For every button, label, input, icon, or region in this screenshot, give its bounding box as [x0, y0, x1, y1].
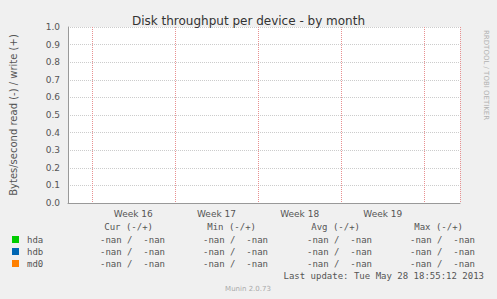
svg-text:1.0: 1.0 — [46, 22, 61, 32]
svg-text:0.6: 0.6 — [46, 92, 61, 102]
svg-text:Week 17: Week 17 — [197, 209, 236, 219]
svg-text:Week 16: Week 16 — [114, 209, 153, 219]
svg-text:0.1: 0.1 — [46, 180, 60, 190]
svg-text:0.8: 0.8 — [46, 57, 61, 67]
svg-text:-nan / -nan: -nan / -nan — [307, 235, 372, 245]
svg-text:-nan / -nan: -nan / -nan — [307, 247, 372, 257]
svg-text:-nan / -nan: -nan / -nan — [410, 247, 475, 257]
svg-text:0.9: 0.9 — [46, 40, 61, 50]
svg-text:-nan / -nan: -nan / -nan — [307, 259, 372, 269]
svg-text:0.5: 0.5 — [46, 110, 60, 120]
svg-text:hdb: hdb — [27, 247, 43, 257]
svg-text:-nan / -nan: -nan / -nan — [100, 235, 165, 245]
svg-text:-nan / -nan: -nan / -nan — [203, 259, 268, 269]
svg-text:Cur (-/+): Cur (-/+) — [104, 222, 153, 232]
svg-text:Munin 2.0.73: Munin 2.0.73 — [225, 285, 271, 293]
svg-text:RRDTOOL / TOBI OETIKER: RRDTOOL / TOBI OETIKER — [482, 30, 490, 120]
svg-text:-nan / -nan: -nan / -nan — [100, 259, 165, 269]
svg-text:-nan / -nan: -nan / -nan — [100, 247, 165, 257]
svg-text:Min (-/+): Min (-/+) — [207, 222, 256, 232]
svg-text:-nan / -nan: -nan / -nan — [203, 247, 268, 257]
svg-text:hda: hda — [27, 235, 43, 245]
svg-text:0.2: 0.2 — [46, 163, 60, 173]
svg-text:Last update: Tue May 28 18:55:: Last update: Tue May 28 18:55:12 2013 — [284, 271, 484, 281]
svg-text:0.4: 0.4 — [46, 128, 61, 138]
svg-text:Week 18: Week 18 — [280, 209, 319, 219]
svg-text:0.0: 0.0 — [46, 198, 61, 208]
svg-text:0.3: 0.3 — [46, 145, 60, 155]
svg-text:Avg (-/+): Avg (-/+) — [311, 222, 360, 232]
svg-text:md0: md0 — [27, 259, 43, 269]
svg-text:0.7: 0.7 — [46, 75, 60, 85]
svg-text:Disk throughput per device - b: Disk throughput per device - by month — [132, 14, 365, 28]
svg-text:Week 19: Week 19 — [363, 209, 402, 219]
svg-text:-nan / -nan: -nan / -nan — [410, 259, 475, 269]
svg-text:Max (-/+): Max (-/+) — [414, 222, 463, 232]
svg-text:Bytes/second read (-) / write: Bytes/second read (-) / write (+) — [8, 34, 19, 196]
svg-text:-nan / -nan: -nan / -nan — [410, 235, 475, 245]
svg-text:-nan / -nan: -nan / -nan — [203, 235, 268, 245]
